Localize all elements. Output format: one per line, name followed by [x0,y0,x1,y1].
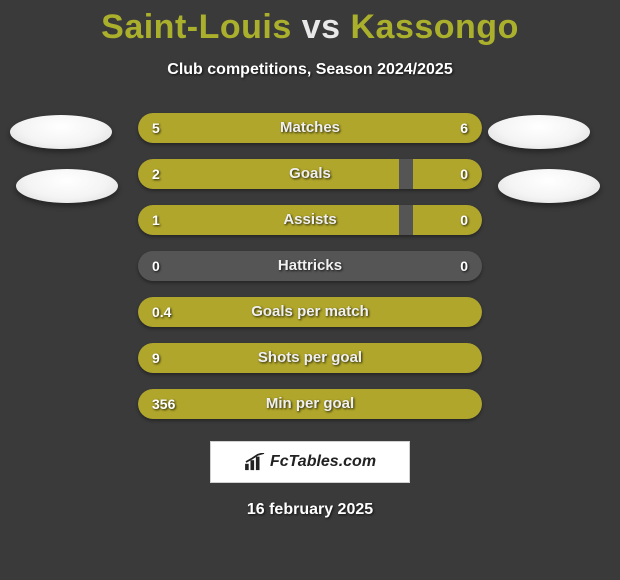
stat-label: Shots per goal [138,343,482,373]
stat-label: Min per goal [138,389,482,419]
player2-name: Kassongo [350,8,518,46]
avatar-placeholder [10,115,112,149]
logo-text: FcTables.com [270,453,376,471]
chart-area: 5Matches62Goals01Assists00Hattricks00.4G… [0,113,620,419]
stat-row: 0Hattricks0 [138,251,482,281]
stat-value-right: 0 [460,251,468,281]
date-label: 16 february 2025 [0,501,620,519]
stat-row: 9Shots per goal [138,343,482,373]
fctables-logo: FcTables.com [210,441,410,483]
chart-icon [244,453,266,471]
stat-value-right: 0 [460,205,468,235]
stat-value-right: 0 [460,159,468,189]
stat-label: Goals [138,159,482,189]
avatar-placeholder [16,169,118,203]
stat-label: Hattricks [138,251,482,281]
subtitle: Club competitions, Season 2024/2025 [0,61,620,79]
stat-label: Matches [138,113,482,143]
vs-text: vs [302,8,341,46]
avatar-placeholder [488,115,590,149]
stat-row: 1Assists0 [138,205,482,235]
avatar-placeholder [498,169,600,203]
stat-row: 356Min per goal [138,389,482,419]
comparison-title: Saint-Louis vs Kassongo [0,0,620,47]
stat-row: 0.4Goals per match [138,297,482,327]
stat-row: 2Goals0 [138,159,482,189]
stat-label: Assists [138,205,482,235]
stat-value-right: 6 [460,113,468,143]
stat-row: 5Matches6 [138,113,482,143]
stat-label: Goals per match [138,297,482,327]
player1-name: Saint-Louis [101,8,292,46]
